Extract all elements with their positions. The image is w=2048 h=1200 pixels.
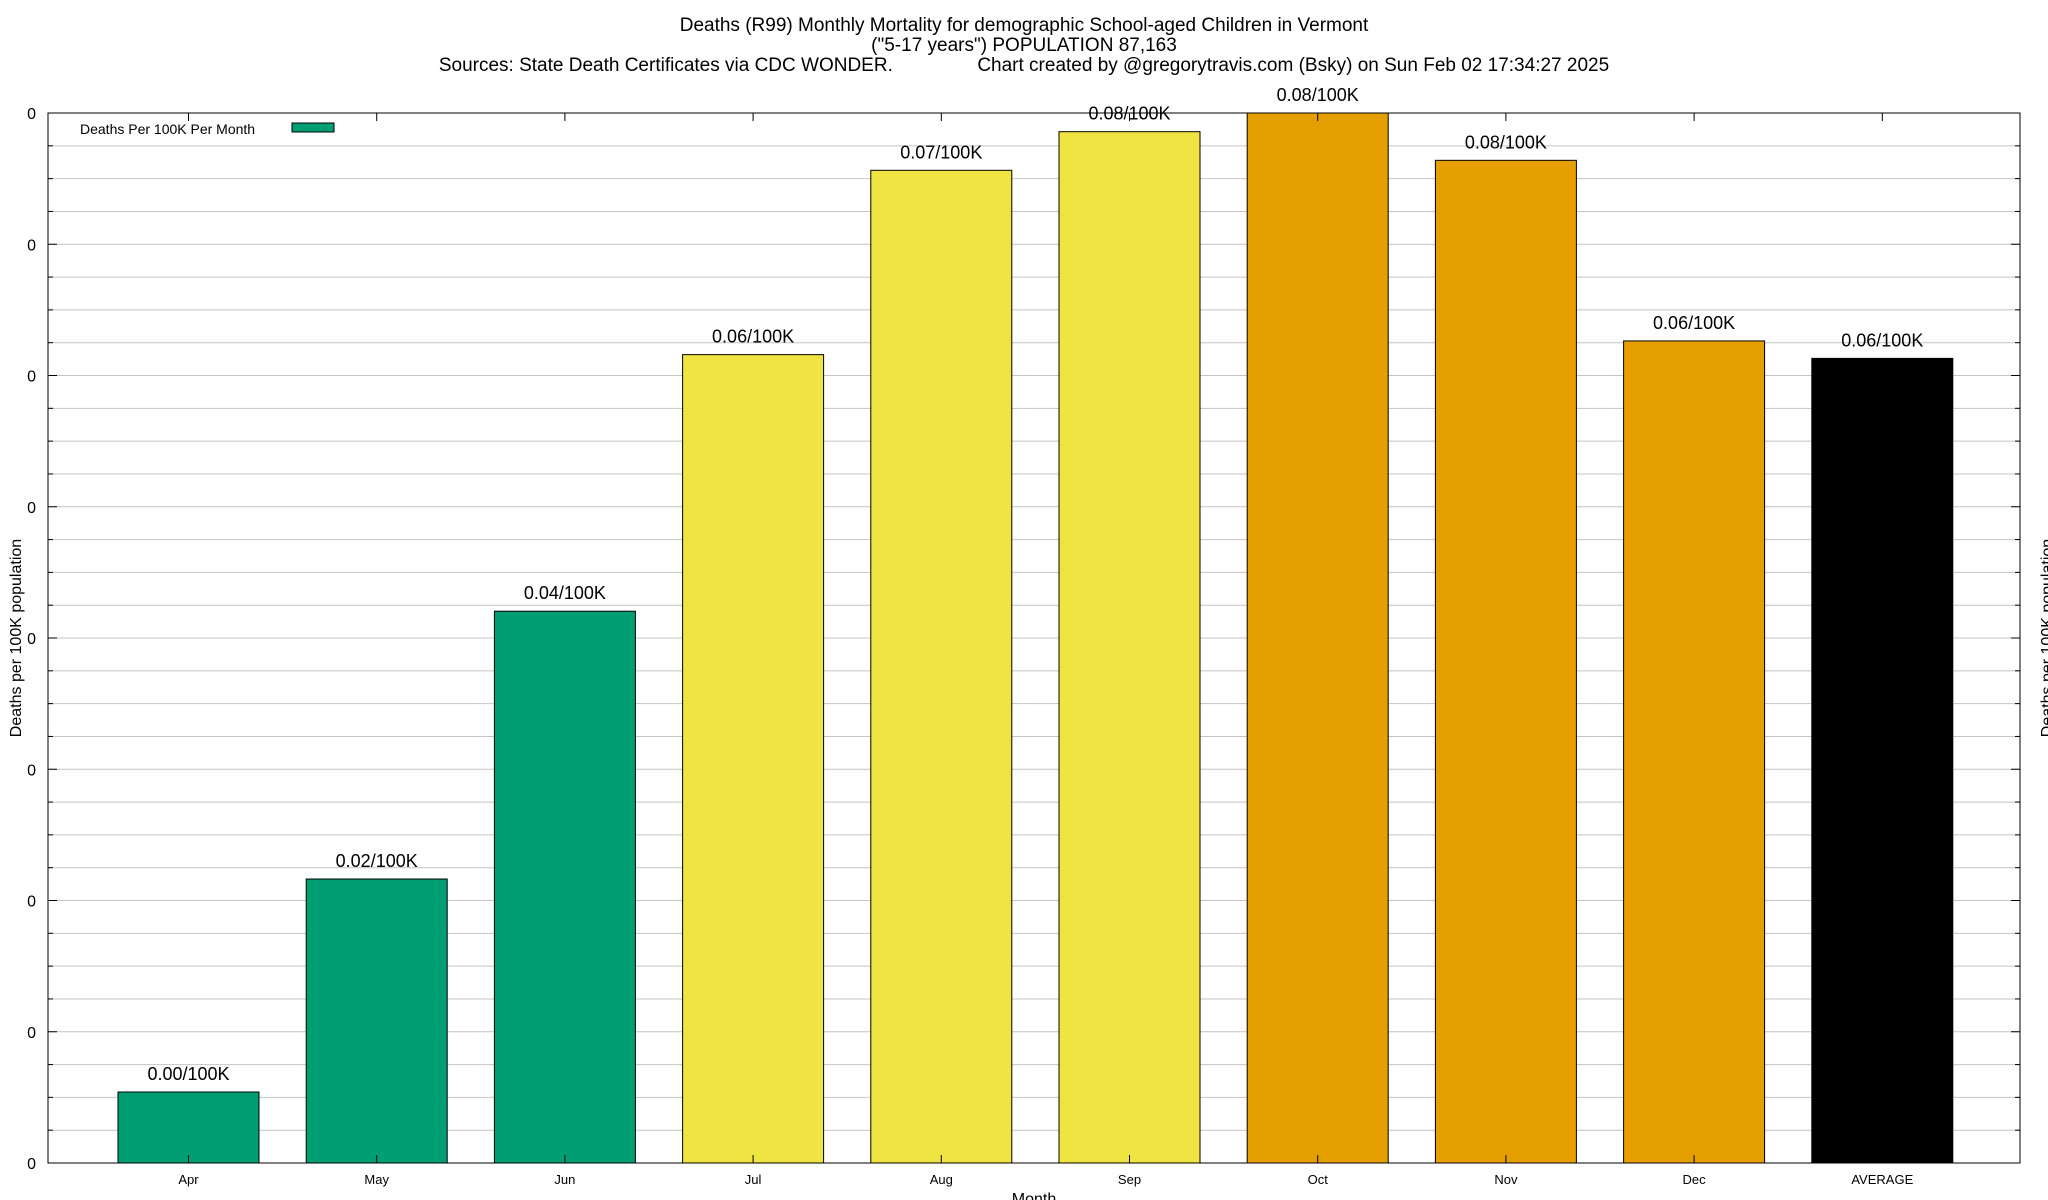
x-tick-label: AVERAGE: [1851, 1172, 1913, 1187]
y-tick-label: 0: [27, 106, 36, 123]
y-axis-ticks: 0 0 0 0 0 0 0 0 0: [27, 106, 2020, 1173]
x-tick-label: Sep: [1118, 1172, 1141, 1187]
x-axis-ticks: Apr May Jun Jul Aug Sep Oct Nov Dec AVERAGE: [178, 113, 1914, 1187]
bar-apr: [117, 1091, 260, 1164]
y-tick-label: 0: [27, 1156, 36, 1173]
x-tick-label: Aug: [930, 1172, 953, 1187]
y-tick-label: 0: [27, 369, 36, 386]
bar-jun: [493, 610, 636, 1164]
x-axis-label: Month: [1012, 1191, 1056, 1200]
y-tick-label: 0: [27, 631, 36, 648]
bar-value-label: 0.00/100K: [147, 1064, 229, 1084]
bar-average: [1811, 357, 1954, 1164]
bars: [117, 112, 1954, 1164]
bar-value-label: 0.06/100K: [1653, 313, 1735, 333]
x-tick-label: Oct: [1308, 1172, 1329, 1187]
y-tick-label: 0: [27, 237, 36, 254]
bar-value-label: 0.08/100K: [1465, 132, 1547, 152]
y-tick-label: 0: [27, 1025, 36, 1042]
bar-value-label: 0.06/100K: [712, 327, 794, 347]
x-tick-label: May: [364, 1172, 389, 1187]
bar-dec: [1623, 340, 1766, 1164]
chart-title: Deaths (R99) Monthly Mortality for demog…: [680, 15, 1369, 36]
bar-value-label: 0.04/100K: [524, 583, 606, 603]
chart-subtitle: ("5-17 years") POPULATION 87,163: [871, 35, 1177, 56]
y-tick-label: 0: [27, 762, 36, 779]
y-axis-label-right: Deaths per 100K population: [2039, 539, 2048, 737]
x-tick-label: Jul: [745, 1172, 762, 1187]
bar-value-label: 0.06/100K: [1841, 330, 1923, 350]
y-tick-label: 0: [27, 894, 36, 911]
bar-may: [305, 878, 448, 1164]
y-tick-label: 0: [27, 500, 36, 517]
x-tick-label: Apr: [178, 1172, 199, 1187]
legend-swatch: [291, 122, 335, 133]
bar-aug: [870, 169, 1013, 1164]
bar-jul: [682, 354, 825, 1164]
bar-value-label: 0.07/100K: [900, 142, 982, 162]
bar-sep: [1058, 131, 1201, 1164]
bar-value-labels: 0.00/100K 0.02/100K 0.04/100K 0.06/100K 0.07…: [147, 85, 1923, 1084]
bar-value-label: 0.08/100K: [1277, 85, 1359, 105]
plot-frame: [47, 112, 2021, 1164]
bar-oct: [1246, 112, 1389, 1164]
legend-label: Deaths Per 100K Per Month: [80, 121, 255, 137]
legend: Deaths Per 100K Per Month: [80, 121, 335, 137]
x-tick-label: Nov: [1494, 1172, 1518, 1187]
bar-nov: [1434, 159, 1577, 1164]
x-tick-label: Jun: [554, 1172, 575, 1187]
chart-source-line: Sources: State Death Certificates via CD…: [439, 55, 1609, 76]
x-tick-label: Dec: [1683, 1172, 1707, 1187]
y-axis-label-left: Deaths per 100K population: [8, 539, 25, 737]
bar-value-label: 0.02/100K: [336, 851, 418, 871]
